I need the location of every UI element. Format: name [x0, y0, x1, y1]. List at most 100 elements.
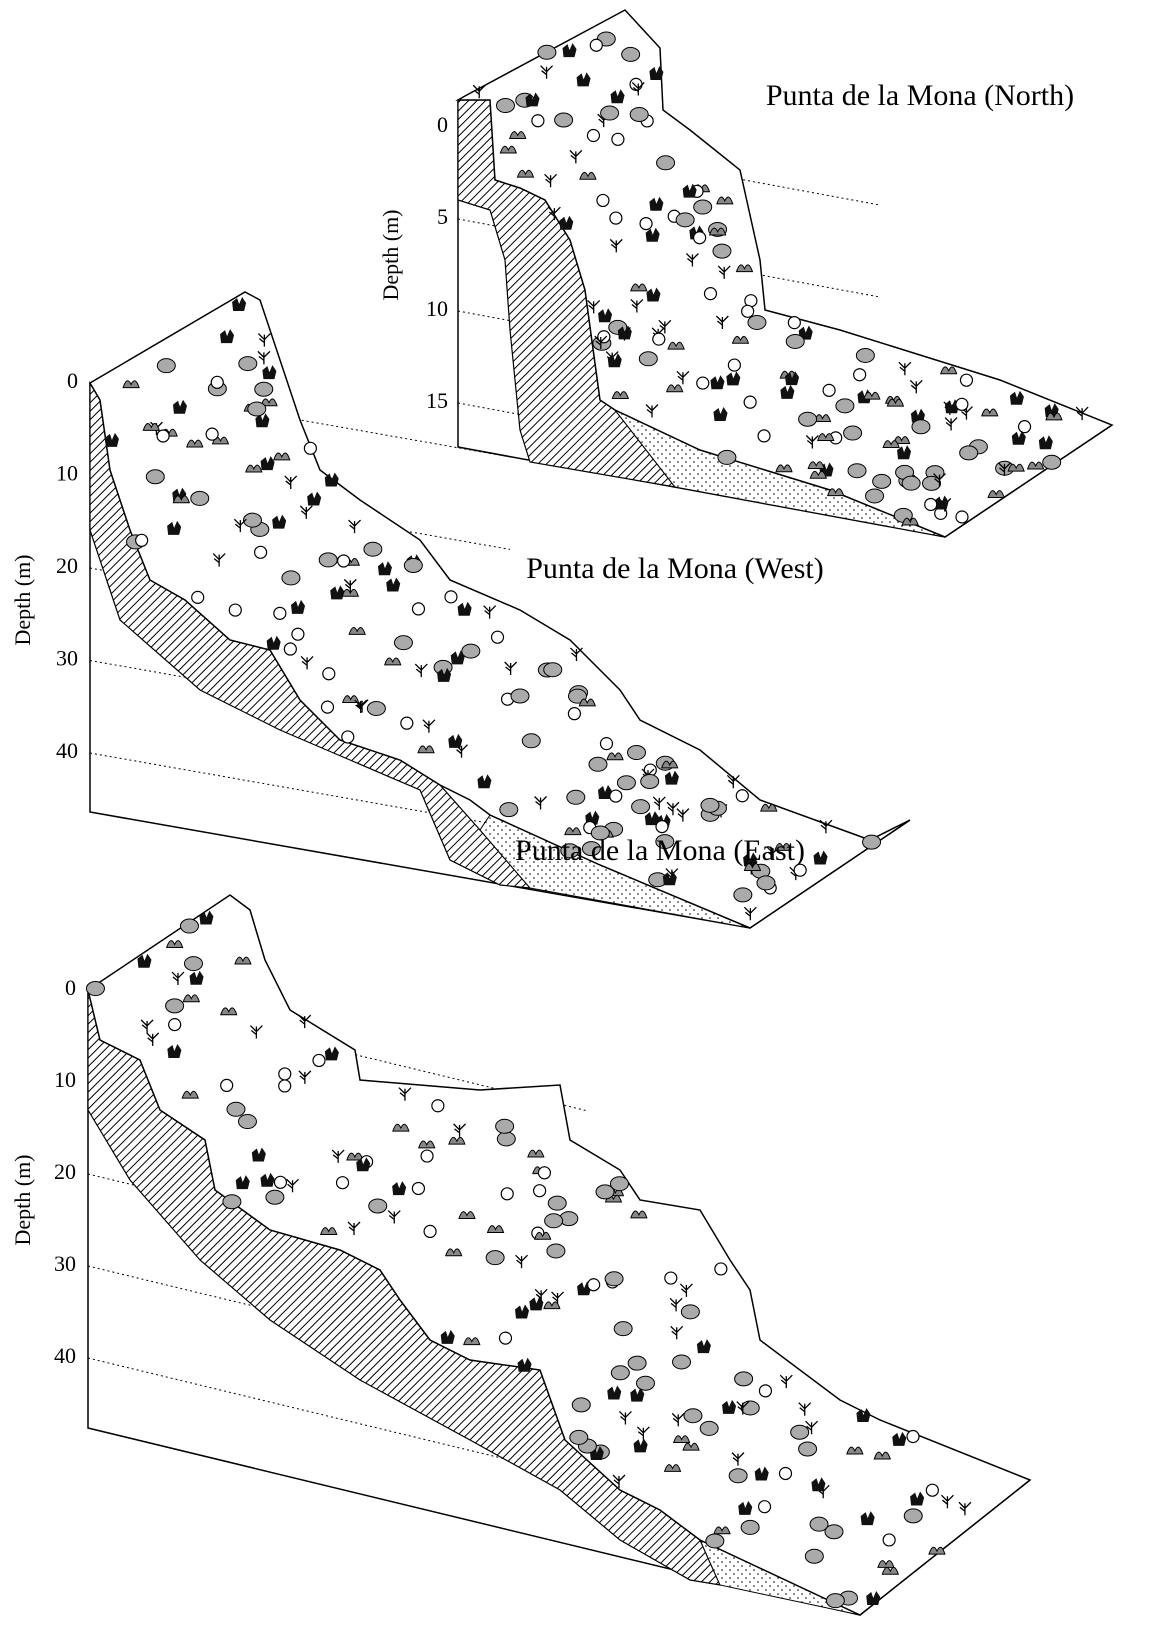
sponge [291, 627, 305, 641]
coral-black [377, 561, 392, 576]
soft-coral [320, 1227, 338, 1235]
coral-gray [959, 445, 979, 461]
coral-black [220, 329, 235, 344]
coral-branch [569, 149, 583, 164]
axis-label: Depth (m) [10, 1154, 35, 1245]
soft-coral [172, 495, 191, 504]
coral-black [897, 445, 912, 460]
sponge [273, 606, 287, 620]
coral-gray [901, 475, 921, 491]
soft-coral [743, 863, 762, 871]
sponge [220, 1078, 234, 1093]
soft-coral [939, 366, 958, 375]
depth-tick-label: 0 [67, 368, 78, 393]
coral-branch [736, 1401, 750, 1415]
coral-gray [254, 381, 274, 397]
coral-gray [610, 1365, 630, 1381]
coral-gray [363, 541, 383, 557]
coral-branch [933, 473, 946, 487]
sponge [741, 304, 755, 318]
coral-black [644, 811, 659, 826]
coral-black [576, 72, 591, 87]
soft-coral [499, 145, 518, 154]
coral-gray [728, 1468, 748, 1484]
coral-branch [140, 1019, 154, 1033]
coral-black [633, 1438, 648, 1453]
sponge [853, 368, 867, 382]
sponge [727, 358, 741, 372]
sponge [924, 497, 938, 512]
sponge [335, 1176, 350, 1190]
coral-black [649, 66, 664, 81]
sponge [925, 1483, 939, 1497]
coral-gray [705, 1533, 725, 1549]
coral-gray [179, 918, 199, 934]
soft-coral [735, 264, 754, 273]
coral-branch [819, 819, 833, 834]
coral-gray [226, 1101, 246, 1117]
coral-black [529, 1296, 544, 1311]
coral-gray [499, 802, 519, 818]
sponge [533, 1184, 547, 1198]
coral-gray [862, 834, 882, 850]
coral-black [137, 953, 152, 968]
coral-branch [805, 435, 819, 449]
soft-coral [901, 517, 919, 526]
sponge [283, 642, 297, 656]
coral-branch [630, 298, 644, 313]
coral-branch [636, 1426, 650, 1440]
sponge [822, 383, 836, 397]
sponge [778, 1466, 793, 1481]
soft-coral [892, 436, 911, 444]
coral-black [610, 89, 625, 104]
sponge [337, 554, 351, 568]
sponge [537, 1166, 552, 1180]
soft-coral [509, 131, 527, 139]
coral-gray [747, 314, 767, 330]
coral-gray [825, 1593, 845, 1609]
coral-gray [485, 1250, 505, 1266]
coral-branch [534, 1288, 548, 1303]
soft-coral [877, 1560, 895, 1568]
soft-coral [384, 657, 402, 666]
coral-gray [798, 411, 818, 427]
depth-line [87, 1357, 589, 1480]
coral-gray [847, 463, 867, 479]
coral-branch [670, 1325, 684, 1340]
depth-tick-label: 20 [54, 1159, 76, 1184]
coral-branch [540, 65, 554, 79]
coral-branch [233, 518, 247, 533]
coral-gray [798, 1441, 818, 1457]
coral-branch [257, 350, 271, 365]
coral-gray [717, 449, 737, 465]
coral-black [617, 325, 632, 340]
coral-gray [145, 469, 165, 485]
soft-coral [273, 452, 291, 461]
coral-black [255, 413, 270, 428]
coral-black [607, 1385, 622, 1400]
depth-tick-label: 30 [56, 646, 78, 671]
coral-gray [699, 1420, 719, 1436]
coral-black [696, 1339, 711, 1354]
coral-branch [387, 1210, 401, 1224]
sponge [693, 231, 707, 245]
soft-coral [220, 1007, 238, 1016]
coral-black [664, 770, 679, 785]
soft-coral [630, 283, 648, 292]
reef-panel: Punta de la Mona (East) Depth (m) 0 10 20 30 4… [10, 834, 1032, 1616]
depth-tick-label: 10 [54, 1067, 76, 1092]
coral-gray [604, 1271, 624, 1287]
coral-branch [731, 1452, 745, 1466]
coral-branch [652, 796, 666, 810]
coral-black [598, 784, 613, 799]
sponge [743, 395, 757, 409]
coral-branch [676, 370, 690, 385]
coral-branch [1075, 406, 1089, 421]
soft-coral [234, 956, 252, 965]
coral-black [291, 599, 306, 614]
coral-black [477, 774, 492, 789]
coral-black [386, 577, 401, 592]
coral-black [798, 325, 813, 340]
coral-gray [85, 981, 105, 997]
coral-branch [609, 238, 623, 253]
